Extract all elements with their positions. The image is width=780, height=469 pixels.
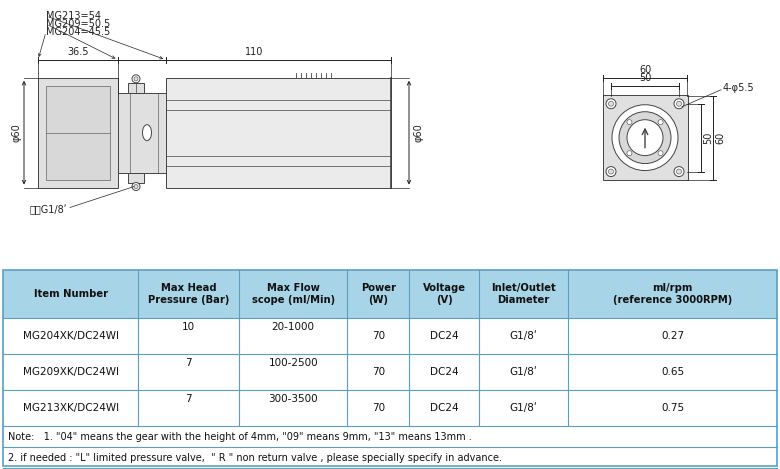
Text: 0.75: 0.75 [661, 403, 684, 413]
Circle shape [608, 169, 614, 174]
Text: G1/8ʹ: G1/8ʹ [509, 403, 537, 413]
Text: φ60: φ60 [414, 123, 424, 142]
Circle shape [627, 151, 632, 156]
Circle shape [676, 101, 682, 106]
Text: Max Flow: Max Flow [267, 283, 320, 293]
Text: 20-1000: 20-1000 [271, 322, 315, 332]
Text: 7: 7 [186, 358, 192, 368]
Text: 110: 110 [246, 47, 264, 57]
Text: 10: 10 [183, 322, 195, 332]
Circle shape [132, 75, 140, 83]
Text: ml/rpm: ml/rpm [652, 283, 693, 293]
Text: (V): (V) [436, 295, 452, 305]
Bar [128, 83, 144, 93]
Text: MG204=45.5: MG204=45.5 [46, 27, 110, 37]
Text: 7: 7 [186, 394, 192, 404]
Text: Diameter: Diameter [498, 295, 550, 305]
Text: G1/8ʹ: G1/8ʹ [509, 331, 537, 341]
Circle shape [674, 99, 684, 109]
Text: 300-3500: 300-3500 [268, 394, 318, 404]
Text: 50: 50 [639, 73, 651, 83]
Text: 60: 60 [639, 65, 651, 75]
Circle shape [606, 166, 616, 176]
Circle shape [658, 120, 663, 125]
Text: Item Number: Item Number [34, 289, 108, 299]
Circle shape [132, 182, 140, 190]
Text: Note:   1. "04" means the gear with the height of 4mm, "09" means 9mm, "13" mean: Note: 1. "04" means the gear with the he… [8, 431, 472, 441]
Circle shape [627, 120, 663, 156]
Circle shape [658, 151, 663, 156]
Text: 2. if needed : "L" limited pressure valve,  " R " non return valve , please spec: 2. if needed : "L" limited pressure valv… [8, 453, 502, 462]
Text: MG209XK/DC24WI: MG209XK/DC24WI [23, 367, 119, 377]
Text: MG209=50.5: MG209=50.5 [46, 19, 110, 29]
Bar [118, 93, 166, 173]
Circle shape [619, 112, 671, 164]
Text: DC24: DC24 [430, 331, 459, 341]
Text: Pressure (Bar): Pressure (Bar) [148, 295, 229, 305]
Text: (reference 3000RPM): (reference 3000RPM) [613, 295, 732, 305]
Circle shape [608, 101, 614, 106]
Circle shape [627, 120, 632, 125]
Text: DC24: DC24 [430, 367, 459, 377]
Bar [3, 270, 777, 318]
Circle shape [134, 77, 138, 81]
Text: Power: Power [361, 283, 396, 293]
Text: MG204XK/DC24WI: MG204XK/DC24WI [23, 331, 119, 341]
Text: 70: 70 [372, 367, 385, 377]
Text: 60: 60 [715, 131, 725, 144]
Text: 50: 50 [703, 131, 713, 144]
Bar [46, 86, 110, 180]
Bar [603, 95, 688, 180]
Text: Voltage: Voltage [423, 283, 466, 293]
Ellipse shape [143, 125, 151, 141]
Text: 70: 70 [372, 403, 385, 413]
Text: Inlet/Outlet: Inlet/Outlet [491, 283, 556, 293]
Bar [166, 78, 391, 188]
Text: 0.27: 0.27 [661, 331, 684, 341]
Text: MG213=54: MG213=54 [46, 11, 101, 21]
Circle shape [134, 184, 138, 189]
Text: 70: 70 [372, 331, 385, 341]
Circle shape [676, 169, 682, 174]
Text: G1/8ʹ: G1/8ʹ [509, 367, 537, 377]
Circle shape [674, 166, 684, 176]
Text: scope (ml/Min): scope (ml/Min) [252, 295, 335, 305]
Circle shape [612, 105, 678, 171]
Text: 36.5: 36.5 [67, 47, 89, 57]
Text: Max Head: Max Head [161, 283, 217, 293]
Text: DC24: DC24 [430, 403, 459, 413]
Text: 100-2500: 100-2500 [268, 358, 318, 368]
Text: 进出G1/8ʹ: 进出G1/8ʹ [30, 204, 68, 215]
Text: (W): (W) [368, 295, 388, 305]
Bar [38, 78, 118, 188]
Text: MG213XK/DC24WI: MG213XK/DC24WI [23, 403, 119, 413]
Text: 0.65: 0.65 [661, 367, 684, 377]
Text: φ60: φ60 [11, 123, 21, 142]
Text: 4-φ5.5: 4-φ5.5 [723, 83, 754, 93]
Circle shape [606, 99, 616, 109]
Bar [128, 173, 144, 182]
